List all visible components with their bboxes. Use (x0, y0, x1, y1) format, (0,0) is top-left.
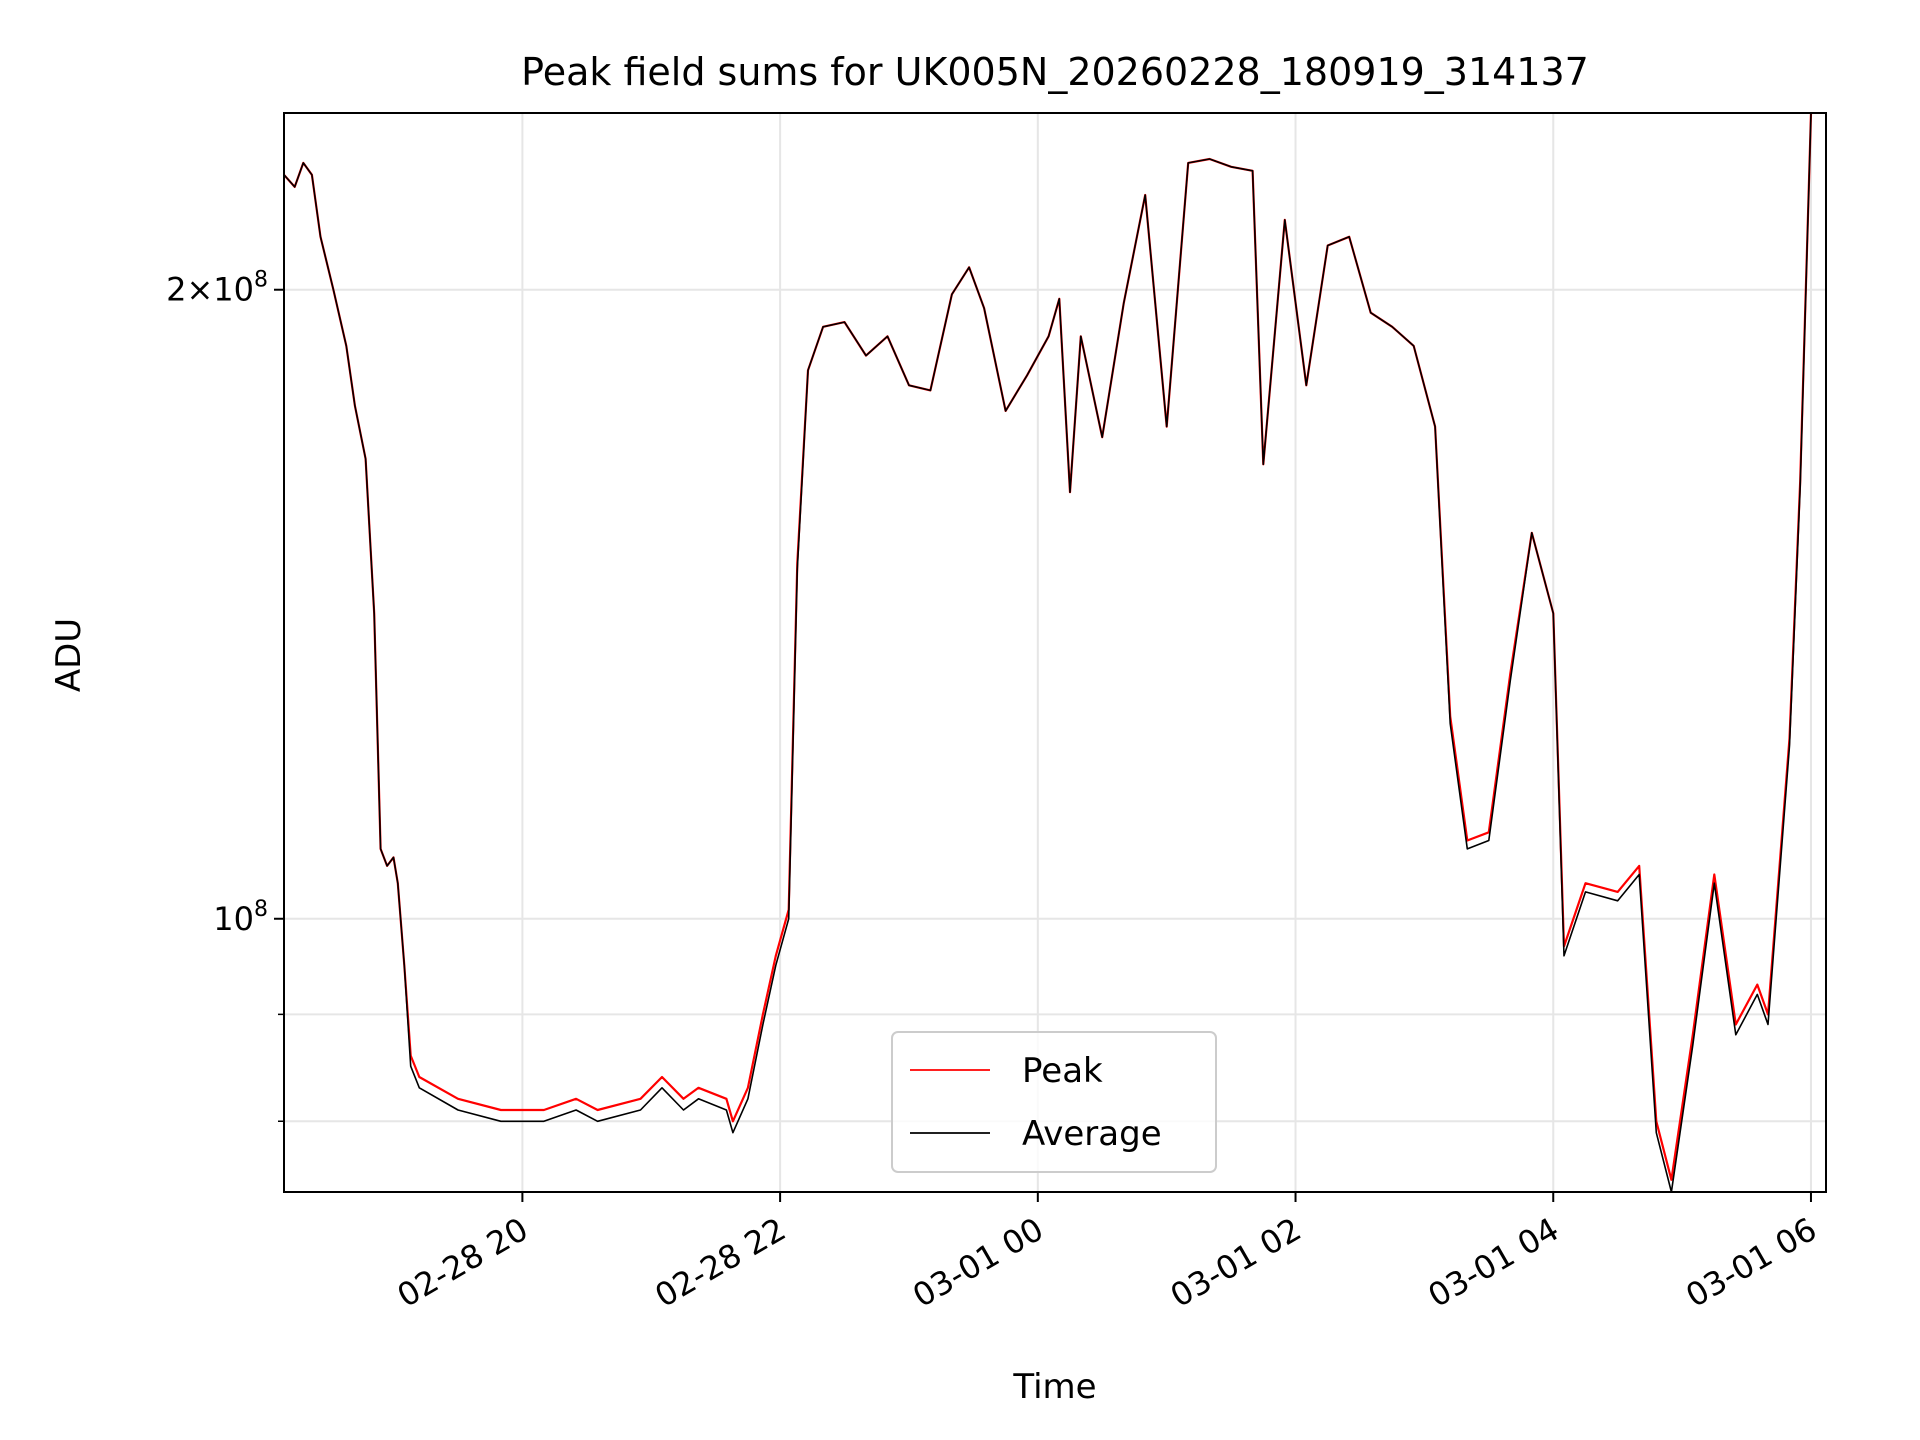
legend-label-average: Average (1022, 1114, 1162, 1154)
chart-title: Peak field sums for UK005N_20260228_1809… (521, 50, 1589, 94)
plot-frame (283, 112, 1827, 1193)
y-tick-label: 2×108 (166, 268, 268, 309)
y-axis: 108 2×108 (166, 268, 284, 1123)
series-line-average (284, 113, 1812, 1192)
legend: Peak Average (891, 1031, 1217, 1173)
legend-box (891, 1031, 1217, 1173)
series-layer (284, 113, 1813, 1192)
y-tick-label: 108 (213, 897, 268, 938)
legend-label-peak: Peak (1022, 1051, 1103, 1091)
y-axis-label: ADU (49, 618, 89, 692)
x-axis-label: Time (1012, 1367, 1096, 1407)
